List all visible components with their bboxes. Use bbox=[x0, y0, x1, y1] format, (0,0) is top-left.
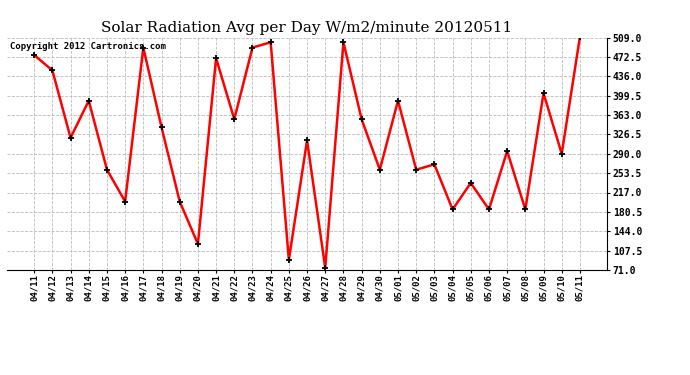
Text: Copyright 2012 Cartronics.com: Copyright 2012 Cartronics.com bbox=[10, 42, 166, 51]
Title: Solar Radiation Avg per Day W/m2/minute 20120511: Solar Radiation Avg per Day W/m2/minute … bbox=[101, 21, 513, 35]
